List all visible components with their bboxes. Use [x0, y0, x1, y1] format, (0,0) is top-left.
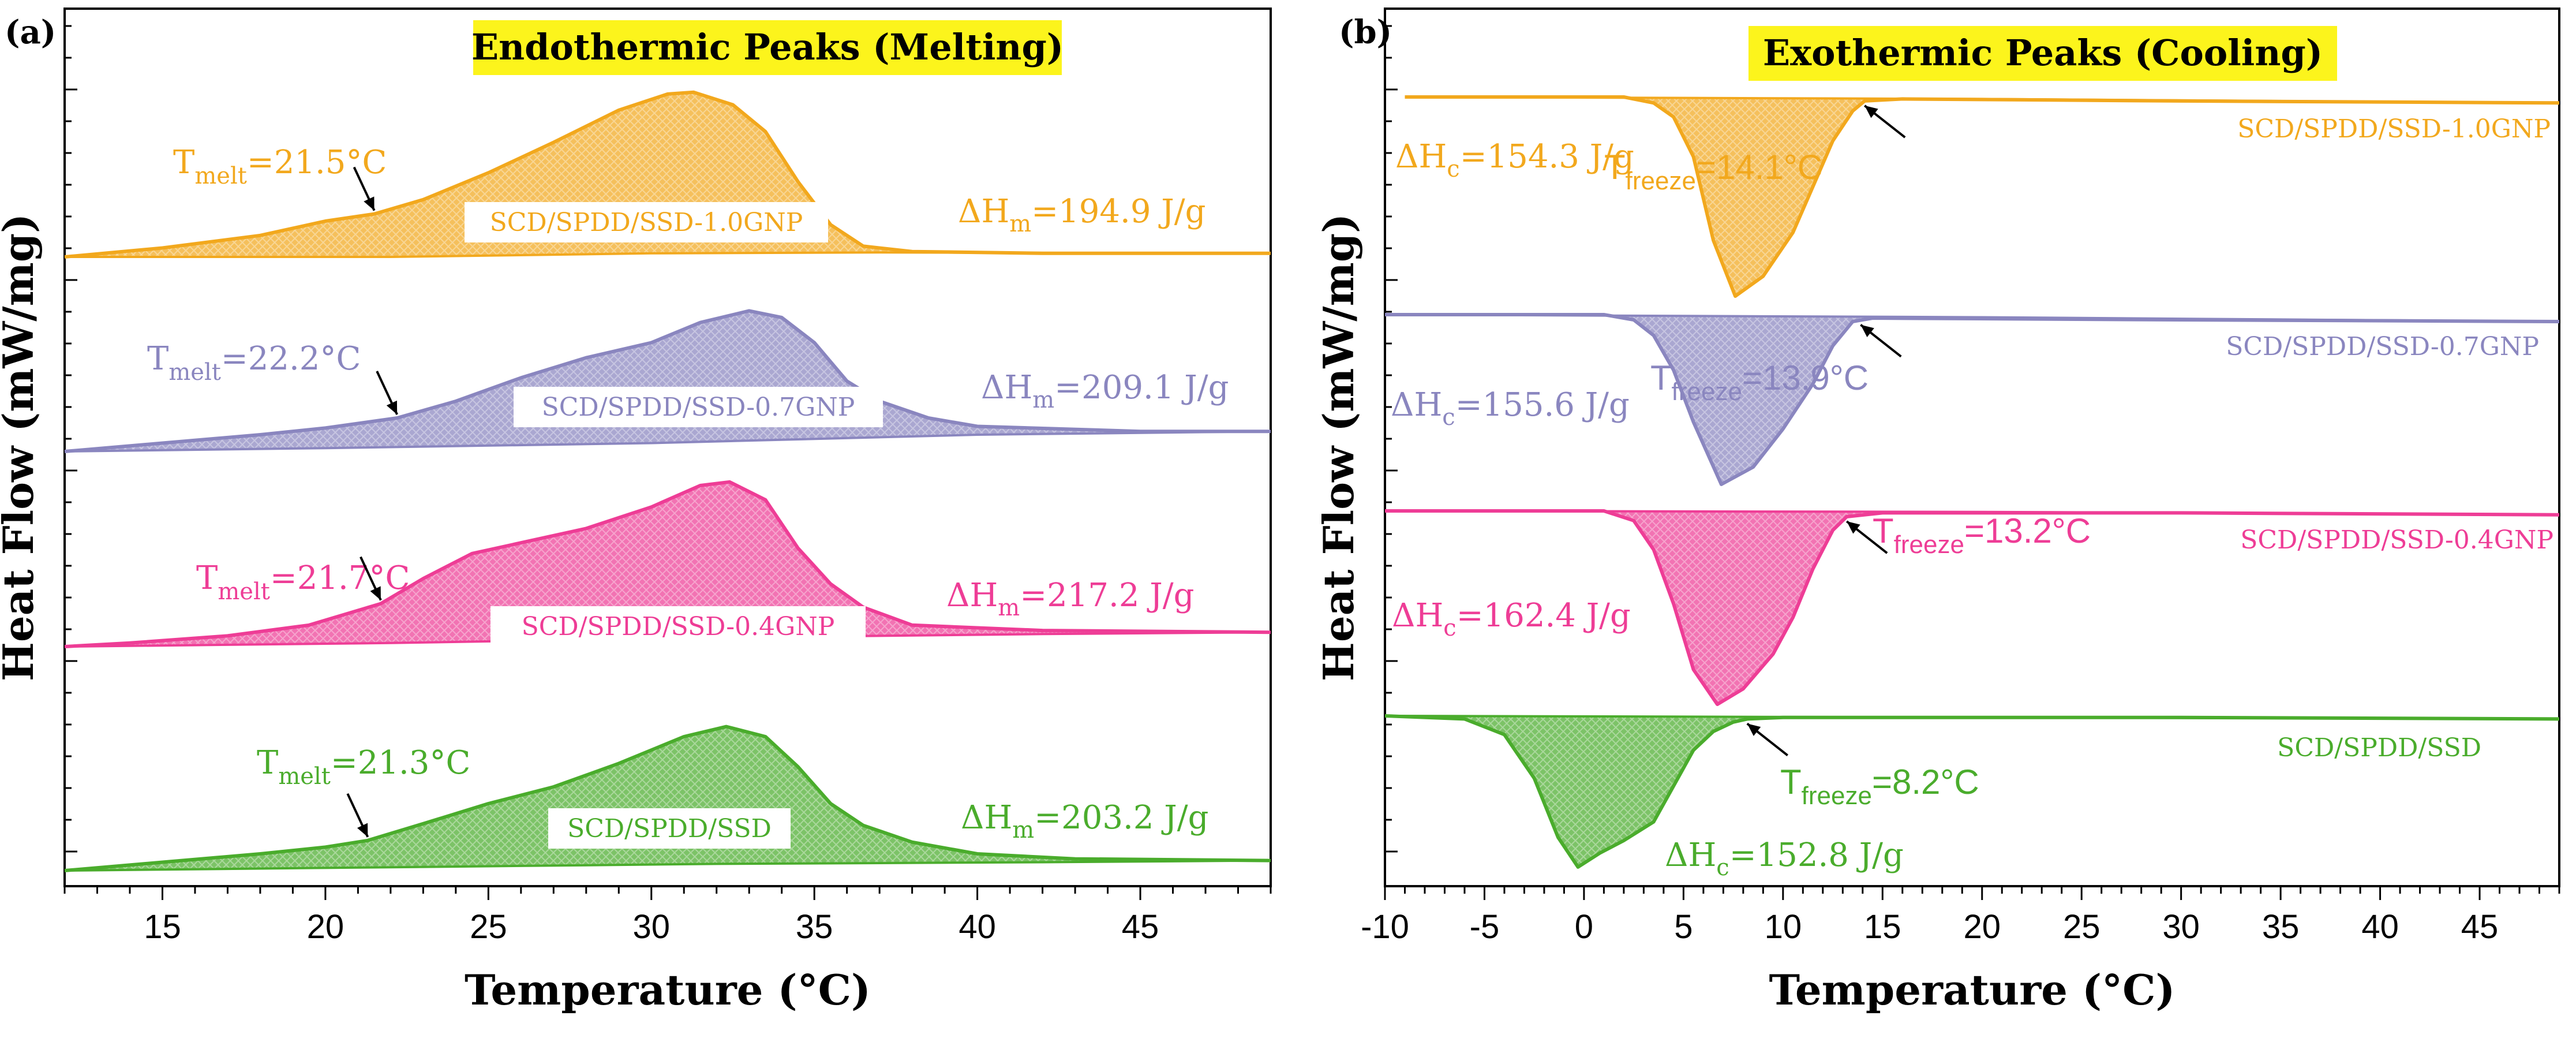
x-tick-label: 5 [1674, 908, 1693, 946]
onset-annotation: Tmelt=21.5°C [173, 144, 387, 189]
arrow-head-icon [1860, 324, 1874, 338]
sample-label: SCD/SPDD/SSD [2277, 733, 2481, 763]
enthalpy-annotation: ΔHc=162.4 J/g [1392, 597, 1631, 641]
x-tick-label: 10 [1765, 908, 1802, 946]
sample-label: SCD/SPDD/SSD-0.7GNP [2226, 332, 2539, 361]
arrow-head-icon [370, 586, 381, 600]
heat-flow-line-scd-spdd-ssd [1384, 714, 2560, 869]
baseline-scd-spdd-ssd-0-4gnp [1384, 510, 2560, 516]
x-tick-label: 20 [307, 908, 345, 946]
series-scd-spdd-ssd-0-7gnp: SCD/SPDD/SSD-0.7GNP Tfreeze=13.9°C ΔHc=155… [1384, 313, 2560, 486]
x-tick-label: -10 [1361, 908, 1409, 946]
x-axis-title: Temperature (°C) [1769, 965, 2176, 1014]
sample-label: SCD/SPDD/SSD-1.0GNP [2237, 114, 2551, 144]
panel-label: (b) [1339, 13, 1392, 51]
onset-annotation: Tmelt=22.2°C [147, 340, 361, 386]
baseline-scd-spdd-ssd-0-7gnp [64, 430, 1271, 453]
title-highlight [1748, 26, 2337, 81]
x-axis-title: Temperature (°C) [465, 965, 871, 1014]
heat-flow-line-scd-spdd-ssd [64, 725, 1271, 872]
heat-flow-line-scd-spdd-ssd-0-4gnp [1385, 509, 2560, 706]
sample-label: SCD/SPDD/SSD-1.0GNP [490, 208, 803, 237]
y-axis-title: Heat Flow (mW/mg) [1314, 214, 1363, 681]
onset-annotation: Tfreeze=14.1°C [1604, 148, 1822, 195]
panel-label: (a) [5, 13, 56, 51]
arrow-head-icon [357, 823, 368, 837]
baseline-scd-spdd-ssd-1-0gnp [65, 251, 1271, 258]
panel-a-melting: 15 20 25 30 35 40 45 Temperature (°C) Heat Flow … [0, 8, 1272, 1014]
x-tick-label: 15 [1864, 908, 1901, 946]
sample-label-bg [548, 808, 791, 849]
title-highlight [473, 20, 1062, 75]
x-tick-label: 25 [2063, 908, 2101, 946]
peak-area-scd-spdd-ssd [65, 726, 1271, 871]
x-tick-label: 45 [2461, 908, 2499, 946]
enthalpy-annotation: ΔHm=203.2 J/g [961, 799, 1208, 843]
onset-annotation: Tmelt=21.7°C [196, 559, 410, 605]
onset-annotation: Tfreeze=8.2°C [1780, 763, 1979, 810]
x-tick-label: -5 [1470, 908, 1500, 946]
x-tick-label: 40 [2361, 908, 2399, 946]
x-tick-label: 30 [2162, 908, 2200, 946]
onset-annotation: Tfreeze=13.9°C [1650, 359, 1869, 406]
x-tick-label: 20 [1963, 908, 2001, 946]
panel-title: Endothermic Peaks (Melting) [471, 26, 1064, 68]
arrow-head-icon [1747, 723, 1761, 736]
baseline-scd-spdd-ssd [1384, 715, 2560, 720]
arrow-head-icon [364, 196, 375, 211]
x-tick-label: 45 [1122, 908, 1159, 946]
heat-flow-line-scd-spdd-ssd-1-0gnp [1405, 95, 2560, 298]
x-tick-label: 15 [144, 908, 181, 946]
panel-title: Exothermic Peaks (Cooling) [1763, 32, 2323, 74]
y-axis-title: Heat Flow (mW/mg) [0, 214, 43, 681]
baseline-scd-spdd-ssd-1-0gnp [1405, 96, 2560, 104]
sample-label: SCD/SPDD/SSD [567, 814, 772, 843]
enthalpy-annotation: ΔHm=209.1 J/g [981, 369, 1229, 413]
peak-area-scd-spdd-ssd-0-7gnp [65, 311, 1271, 451]
sample-label-bg [465, 202, 828, 242]
sample-label: SCD/SPDD/SSD-0.4GNP [2240, 525, 2553, 555]
peak-area-scd-spdd-ssd-0-4gnp [1385, 511, 2559, 704]
sample-label-bg [514, 387, 883, 427]
x-tick-label: 30 [632, 908, 670, 946]
heat-flow-line-scd-spdd-ssd-0-7gnp [1385, 313, 2560, 486]
x-tick-label: 40 [958, 908, 996, 946]
sample-label: SCD/SPDD/SSD-0.7GNP [542, 393, 855, 422]
onset-annotation: Tfreeze=13.2°C [1873, 511, 2091, 559]
x-tick-label: 35 [2262, 908, 2300, 946]
plot-frame-1 [1384, 8, 2560, 887]
baseline-scd-spdd-ssd-0-7gnp [1384, 313, 2560, 323]
enthalpy-annotation: ΔHc=155.6 J/g [1391, 386, 1630, 431]
heat-flow-line-scd-spdd-ssd-0-7gnp [64, 309, 1271, 453]
series-scd-spdd-ssd-1-0gnp: SCD/SPDD/SSD-1.0GNP Tfreeze=14.1°CΔHc=154… [1395, 95, 2560, 298]
enthalpy-annotation: ΔHc=154.3 J/g [1395, 138, 1634, 182]
peak-area-scd-spdd-ssd-0-4gnp [65, 481, 1271, 647]
arrow-head-icon [386, 400, 398, 415]
enthalpy-annotation: ΔHc=152.8 J/g [1665, 837, 1904, 881]
x-tick-label: 25 [470, 908, 507, 946]
peak-area-scd-spdd-ssd-1-0gnp [1405, 97, 2559, 296]
arrow-head-icon [1864, 105, 1878, 118]
plot-frame-0 [63, 8, 1272, 887]
series-scd-spdd-ssd-0-4gnp: SCD/SPDD/SSD-0.4GNP Tfreeze=13.2°C ΔHc=162… [1384, 509, 2560, 706]
series-scd-spdd-ssd: SCD/SPDD/SSD Tmelt=21.3°C ΔHm=203.2 J/g [64, 725, 1271, 872]
series-scd-spdd-ssd-0-4gnp: SCD/SPDD/SSD-0.4GNP Tmelt=21.7°C ΔHm=217.2… [64, 480, 1271, 648]
panel-b-cooling: -10 -5 0 5 10 15 20 25 30 35 40 45 Temperature (°C) H… [1314, 8, 2560, 1014]
enthalpy-annotation: ΔHm=217.2 J/g [946, 577, 1194, 621]
sample-label-bg [491, 606, 866, 647]
series-scd-spdd-ssd-0-7gnp: SCD/SPDD/SSD-0.7GNP Tmelt=22.2°C ΔHm=209.1… [64, 309, 1271, 453]
peak-area-scd-spdd-ssd [1385, 716, 2559, 867]
heat-flow-line-scd-spdd-ssd-1-0gnp [64, 90, 1271, 259]
baseline-scd-spdd-ssd [64, 859, 1271, 872]
arrow-head-icon [1847, 521, 1860, 534]
peak-area-scd-spdd-ssd-0-7gnp [1385, 315, 2559, 484]
enthalpy-annotation: ΔHm=194.9 J/g [958, 193, 1205, 237]
series-scd-spdd-ssd-1-0gnp: SCD/SPDD/SSD-1.0GNP Tmelt=21.5°C ΔHm=194.9… [64, 90, 1271, 259]
x-tick-label: 0 [1575, 908, 1593, 946]
x-tick-label: 35 [796, 908, 833, 946]
onset-annotation: Tmelt=21.3°C [257, 744, 470, 790]
sample-label: SCD/SPDD/SSD-0.4GNP [522, 612, 835, 641]
series-scd-spdd-ssd: SCD/SPDD/SSD Tfreeze=8.2°C ΔHc=152.8 J/g [1384, 714, 2560, 881]
